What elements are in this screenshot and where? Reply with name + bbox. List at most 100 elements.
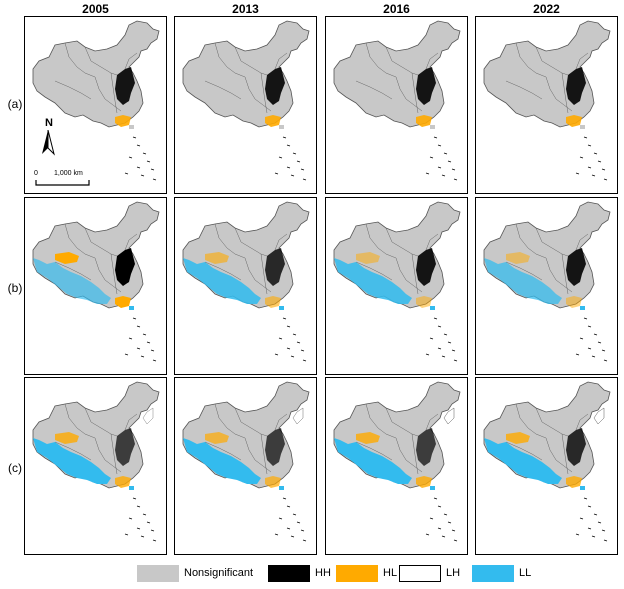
island-mark	[603, 178, 608, 181]
china-map	[32, 20, 160, 181]
province-border	[545, 257, 573, 293]
island-mark	[124, 533, 129, 536]
map-panel	[325, 197, 468, 375]
province-border	[411, 253, 419, 295]
island-mark	[433, 317, 438, 320]
island-mark	[441, 174, 446, 177]
province-border	[505, 80, 543, 100]
legend-label-hh: HH	[315, 567, 331, 579]
island-mark	[587, 166, 592, 169]
map-base-nonsignificant	[333, 20, 461, 128]
province-border	[411, 433, 419, 475]
hh-cluster	[416, 428, 436, 466]
lh-cluster	[292, 407, 304, 425]
island-mark	[587, 505, 592, 508]
map-panel	[24, 377, 167, 555]
china-map	[333, 20, 461, 181]
island-mark	[603, 539, 608, 542]
province-border	[84, 407, 118, 437]
province-border	[535, 227, 569, 257]
island-mark	[278, 156, 283, 159]
island-mark	[128, 517, 133, 520]
map-base-nonsignificant	[32, 20, 160, 128]
hh-cluster	[115, 67, 135, 105]
province-border	[365, 223, 397, 259]
hh-cluster	[566, 248, 586, 286]
ll-cluster	[334, 438, 412, 484]
hl-cluster-west	[205, 432, 229, 444]
island-mark	[437, 347, 442, 350]
province-border	[545, 76, 573, 112]
province-border	[425, 52, 439, 70]
island-mark	[453, 178, 458, 181]
island-mark	[447, 341, 452, 344]
hl-cluster	[566, 115, 582, 127]
hl-cluster	[566, 296, 582, 308]
island-mark	[429, 517, 434, 520]
lh-cluster	[593, 407, 605, 425]
map-panel	[174, 377, 317, 555]
hl-cluster	[115, 476, 131, 488]
hl-cluster-west	[506, 252, 530, 264]
row-label-c: (c)	[8, 461, 22, 475]
island-mark	[575, 533, 580, 536]
island-mark	[136, 527, 141, 530]
scale-bar-zero: 0	[34, 170, 38, 177]
hainan-island	[580, 306, 585, 310]
hainan-island	[129, 486, 134, 490]
island-mark	[425, 353, 430, 356]
island-mark	[583, 497, 588, 500]
island-mark	[579, 156, 584, 159]
island-mark	[601, 349, 606, 352]
hl-cluster-west	[356, 252, 380, 264]
legend-label-hl: HL	[383, 567, 398, 579]
island-mark	[437, 505, 442, 508]
province-border	[124, 413, 138, 431]
province-border	[575, 52, 589, 70]
island-mark	[146, 341, 151, 344]
island-mark	[591, 174, 596, 177]
province-border	[385, 46, 419, 76]
province-border	[395, 437, 423, 473]
island-mark	[575, 353, 580, 356]
province-border	[64, 42, 96, 78]
island-mark	[140, 174, 145, 177]
island-mark	[300, 529, 305, 532]
province-border	[94, 76, 122, 112]
hl-cluster	[115, 115, 131, 127]
hh-cluster	[566, 428, 586, 466]
ll-cluster	[33, 258, 111, 304]
province-border	[260, 72, 268, 114]
island-mark	[140, 355, 145, 358]
north-arrow-label: N	[45, 117, 53, 129]
island-mark	[274, 172, 279, 175]
map-panel	[325, 377, 468, 555]
island-mark	[286, 325, 291, 328]
province-border	[260, 253, 268, 295]
province-border	[355, 441, 393, 461]
island-mark	[429, 156, 434, 159]
year-header-3: 2016	[383, 2, 410, 16]
map-panel	[475, 197, 618, 375]
island-mark	[441, 535, 446, 538]
hh-cluster	[566, 67, 586, 105]
province-border	[244, 257, 272, 293]
province-border	[505, 261, 543, 281]
hainan-island	[129, 125, 134, 129]
island-mark	[296, 160, 301, 163]
island-mark	[292, 333, 297, 336]
legend-swatch-nonsignificant	[137, 565, 179, 582]
island-mark	[124, 353, 129, 356]
island-mark	[443, 333, 448, 336]
island-mark	[136, 325, 141, 328]
island-mark	[146, 160, 151, 163]
ll-cluster	[484, 258, 562, 304]
island-mark	[142, 513, 147, 516]
hl-cluster	[566, 476, 582, 488]
island-mark	[587, 325, 592, 328]
island-mark	[437, 144, 442, 147]
island-mark	[146, 521, 151, 524]
province-border	[204, 261, 242, 281]
island-mark	[441, 355, 446, 358]
hh-cluster	[115, 428, 135, 466]
